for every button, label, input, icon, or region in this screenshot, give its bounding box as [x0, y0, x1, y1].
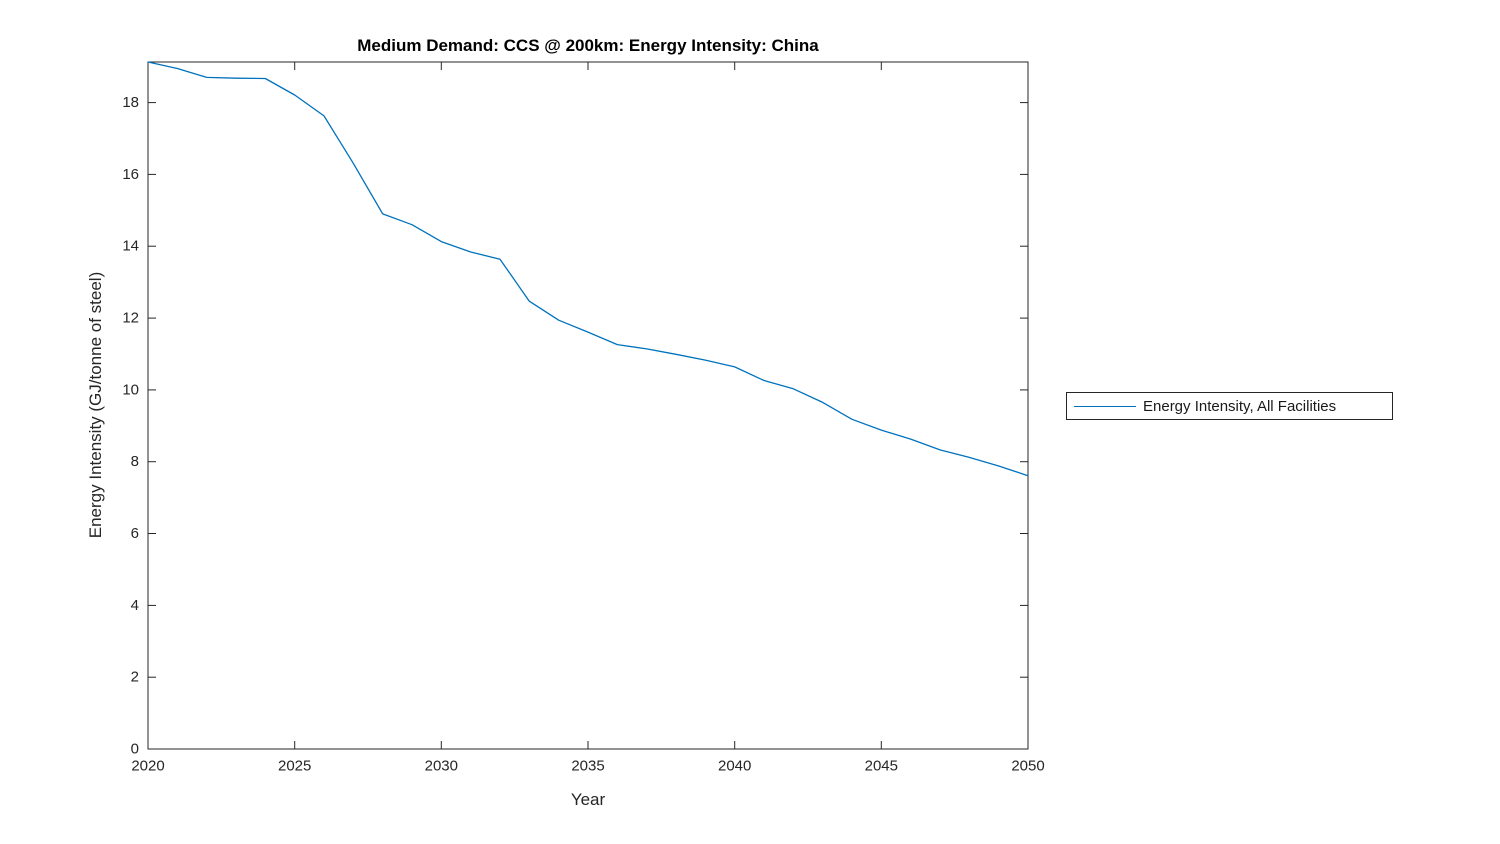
chart-title: Medium Demand: CCS @ 200km: Energy Inten… [357, 36, 819, 55]
x-tick-label: 2025 [278, 757, 311, 774]
x-tick-label: 2050 [1011, 757, 1044, 774]
y-axis-label: Energy Intensity (GJ/tonne of steel) [86, 271, 105, 539]
x-tick-label: 2020 [131, 757, 164, 774]
y-tick-label: 10 [122, 381, 139, 398]
x-tick-label: 2035 [571, 757, 604, 774]
y-tick-label: 8 [131, 453, 139, 470]
legend: Energy Intensity, All Facilities [1066, 392, 1393, 420]
y-tick-label: 2 [131, 669, 139, 686]
y-tick-label: 18 [122, 94, 139, 111]
y-tick-label: 12 [122, 310, 139, 327]
y-tick-label: 0 [131, 741, 139, 758]
plot-box [147, 61, 1029, 750]
x-tick-label: 2045 [865, 757, 898, 774]
y-tick-label: 4 [131, 597, 139, 614]
legend-entry-label: Energy Intensity, All Facilities [1143, 397, 1337, 415]
x-tick-label: 2030 [425, 757, 458, 774]
x-axis-label: Year [570, 790, 606, 809]
x-tick-label: 2040 [718, 757, 751, 774]
series-line [147, 61, 1029, 477]
legend-line-sample [1074, 405, 1136, 407]
y-tick-label: 16 [122, 166, 139, 183]
y-tick-label: 14 [122, 238, 139, 255]
y-tick-label: 6 [131, 525, 139, 542]
